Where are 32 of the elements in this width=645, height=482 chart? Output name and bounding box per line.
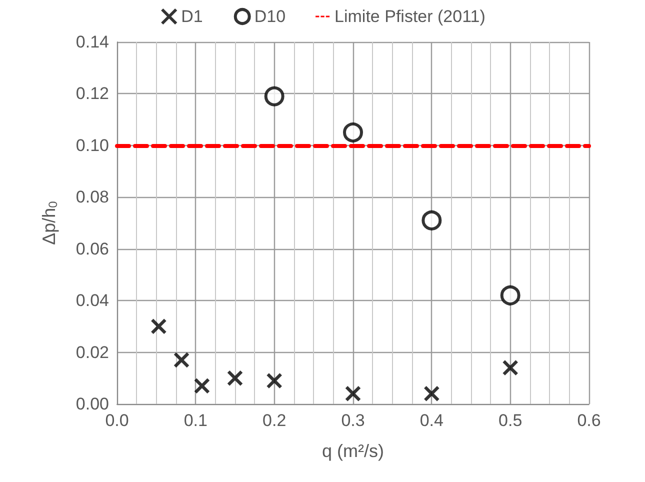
point: [264, 86, 284, 106]
point: [502, 360, 518, 376]
y-tick-label: 0.00: [76, 394, 109, 414]
legend-label: D10: [254, 7, 286, 26]
point: [500, 285, 520, 306]
x-tick-label: 0.5: [498, 411, 522, 430]
y-tick-label: 0.06: [76, 239, 109, 258]
point: [344, 386, 362, 402]
x-tick-label: 0.4: [420, 411, 444, 430]
y-axis-title: Δp/h0: [39, 200, 60, 245]
y-tick-label: 0.02: [76, 342, 109, 362]
point: [343, 122, 363, 142]
x-tick-label: 0.2: [262, 411, 286, 430]
y-tick-label: 0.08: [76, 188, 109, 207]
x-tick-label: 0.1: [184, 411, 208, 430]
y-tick-label: 0.14: [76, 32, 109, 52]
point: [424, 386, 440, 402]
legend-label: Limite Pfister (2011): [334, 7, 486, 26]
point: [173, 352, 190, 368]
point: [226, 370, 244, 386]
y-tick-label: 0.04: [76, 291, 109, 310]
x-tick-label: 0.3: [341, 411, 365, 430]
y-tick-label: 0.12: [76, 84, 109, 104]
y-tick-label: 0.10: [76, 136, 109, 155]
point: [422, 210, 442, 230]
point: [194, 378, 210, 394]
point: [150, 318, 167, 335]
legend-label: D1: [181, 7, 203, 26]
x-tick-label: 0.0: [105, 411, 129, 430]
point: [266, 372, 282, 389]
x-tick-label: 0.6: [577, 411, 601, 430]
x-axis-title: q (m²/s): [322, 441, 384, 461]
